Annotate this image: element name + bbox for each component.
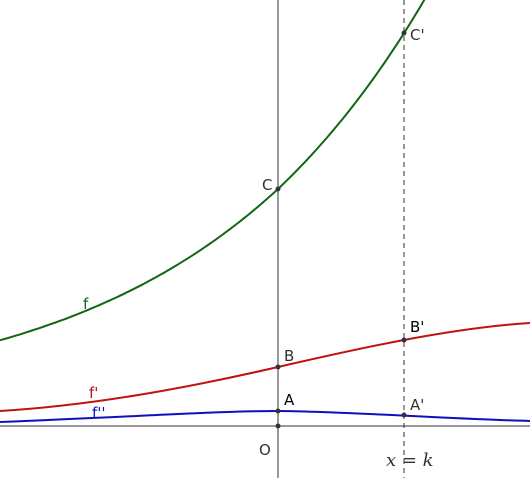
point-c-prime: [401, 30, 407, 36]
curve-f-prime: [0, 322, 530, 412]
point-a-prime: [401, 412, 407, 418]
point-b: [275, 364, 281, 370]
point-o: [275, 423, 281, 429]
label-b-prime: B': [410, 318, 424, 336]
label-a: A: [284, 391, 295, 409]
points: [275, 30, 407, 429]
label-c: C: [262, 176, 272, 194]
point-a: [275, 408, 281, 414]
curve-f: [0, 0, 426, 342]
label-o: O: [259, 441, 271, 459]
point-b-prime: [401, 337, 407, 343]
label-a-prime: A': [410, 396, 424, 414]
label-f-prime: f': [89, 384, 98, 402]
curve-f-second: [0, 409, 530, 423]
label-b: B: [284, 347, 294, 365]
label-f: f: [83, 295, 89, 313]
point-c: [275, 186, 281, 192]
label-c-prime: C': [410, 26, 425, 44]
label-f-second: f'': [92, 404, 106, 422]
label-x-k: x = k: [386, 450, 434, 471]
